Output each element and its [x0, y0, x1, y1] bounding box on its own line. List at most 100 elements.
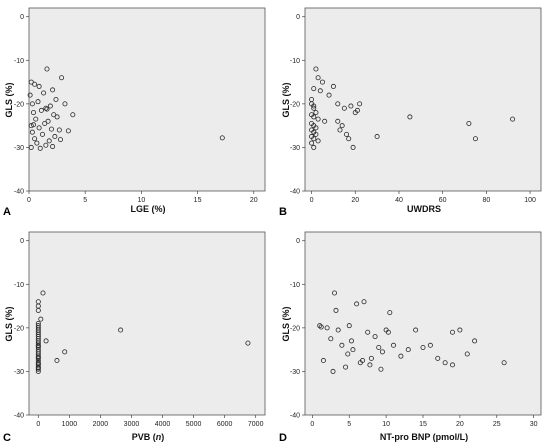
panel-a-data-point — [43, 142, 49, 148]
panel-b-letter: B — [279, 206, 287, 218]
panel-b-ylabel: GLS (%) — [281, 82, 291, 117]
panel-d-data-point — [350, 347, 356, 353]
panel-a-data-point — [45, 118, 51, 124]
panel-d-data-point — [354, 301, 360, 307]
panel-d-data-point — [501, 360, 507, 366]
panel-c-xtick-label: 3000 — [124, 421, 140, 428]
panel-b-data-point — [330, 83, 336, 89]
panel-d-ticks: 0 -10 -20 -30 -40 0 5 10 15 20 25 30 — [290, 238, 538, 428]
panel-a-data-point — [34, 140, 40, 146]
panel-a-data-point — [52, 134, 58, 140]
panel-c-ylabel: GLS (%) — [4, 306, 14, 341]
panel-a-data-point — [48, 126, 54, 132]
panel-d-xtick-label: 5 — [347, 421, 351, 428]
panel-b-data-point — [354, 107, 360, 113]
panel-a-data-point — [28, 79, 34, 85]
panel-a-ticks: 0-10-20-30-400 5 10 15 20 — [14, 14, 258, 204]
panel-c-data-point — [118, 327, 124, 333]
panel-d-xtick-label: 10 — [382, 421, 390, 428]
panel-c-xlabel-main: PVB ( — [132, 432, 156, 442]
panel-c-xtick-label: 0 — [36, 421, 40, 428]
panel-d-data-point — [413, 327, 419, 333]
panel-a-data-point — [29, 129, 35, 135]
panel-d-data-point — [379, 349, 385, 355]
panel-d-xtick-label: 0 — [310, 421, 314, 428]
panel-b-data-point — [346, 136, 352, 142]
panel-a-data-point — [70, 112, 76, 118]
panel-a-data-point — [53, 97, 59, 103]
panel-c-data-point — [62, 349, 68, 355]
panel-d-data-point — [330, 368, 336, 374]
panel-d-data-point — [376, 344, 382, 350]
panel-c-letter: C — [3, 432, 11, 444]
panel-a-data-point — [38, 107, 44, 113]
panel-d-xtick-label: 20 — [456, 421, 464, 428]
panel-d: 0 -10 -20 -30 -40 0 5 10 15 20 25 30 GLS (%) NT-pro… — [279, 231, 542, 444]
panel-d-xtick-label: 25 — [493, 421, 501, 428]
panel-b-data-point — [317, 88, 323, 94]
panel-a-xtick-label: 15 — [194, 197, 202, 204]
panel-a-data-point — [44, 106, 50, 112]
panel-b-xtick-label: 100 — [524, 197, 536, 204]
panel-c-data-point — [35, 365, 41, 371]
panel-d-data-point — [331, 290, 337, 296]
panel-a: 0-10-20-30-400 5 10 15 20 GLS (%) LGE (%) A — [3, 7, 266, 218]
panel-a-ytick-label: -20 — [14, 101, 24, 108]
panel-b-data-point — [374, 134, 380, 140]
panel-d-plot-area — [304, 231, 542, 416]
panel-d-ytick-label: -10 — [290, 282, 300, 289]
panel-b-xtick-label: 80 — [482, 197, 490, 204]
panel-d-data-point — [335, 327, 341, 333]
panel-d-ytick-label: -20 — [290, 325, 300, 332]
panel-a-ylabel: GLS (%) — [4, 82, 14, 117]
panel-c-ytick-label: -30 — [14, 369, 24, 376]
panel-b-points — [309, 66, 516, 150]
panel-b-data-point — [348, 103, 354, 109]
panel-c-ytick-label: -20 — [14, 325, 24, 332]
panel-a-data-point — [43, 105, 49, 111]
panel-d-data-point — [420, 344, 426, 350]
panel-c-xtick-label: 4000 — [155, 421, 171, 428]
panel-a-data-point — [44, 66, 50, 72]
panel-a-data-point — [51, 112, 57, 118]
panel-b-xtick-label: 20 — [351, 197, 359, 204]
panel-a-ytick-label: -30 — [14, 145, 24, 152]
panel-d-data-point — [317, 323, 323, 329]
panel-a-letter: A — [3, 206, 11, 218]
panel-a-ytick-label: -10 — [14, 58, 24, 65]
panel-d-data-point — [324, 325, 330, 331]
panel-c-data-point — [54, 358, 60, 364]
panel-c-data-point — [35, 307, 41, 313]
panel-c-xtick-label: 1000 — [62, 421, 78, 428]
panel-a-data-point — [42, 120, 48, 126]
panel-d-data-point — [390, 342, 396, 348]
panel-d-letter: D — [279, 432, 287, 444]
panel-c-xtick-label: 2000 — [93, 421, 109, 428]
panel-c-ticks: 0 -10 -20 -30 -40 0 1000 2000 3000 4000 5000 6000 70… — [14, 238, 264, 428]
panel-d-data-point — [405, 347, 411, 353]
panel-b-ticks: 0 -10 -20 -30 -40 0 20 40 60 80 100 — [290, 14, 536, 204]
panel-b-ytick-label: -20 — [290, 101, 300, 108]
panel-b-data-point — [311, 86, 317, 92]
panel-d-data-point — [378, 366, 384, 372]
panel-d-data-point — [427, 342, 433, 348]
panel-b-data-point — [311, 105, 317, 111]
panel-d-xtick-label: 30 — [530, 421, 538, 428]
panel-b-data-point — [313, 110, 319, 116]
panel-b-ytick-label: -30 — [290, 145, 300, 152]
panel-c-data-point — [35, 368, 41, 374]
panel-d-data-point — [435, 355, 441, 361]
panel-c: 0 -10 -20 -30 -40 0 1000 2000 3000 4000 5000 6000 70… — [3, 231, 266, 444]
panel-b-data-point — [344, 131, 350, 137]
panel-c-ytick-label: -10 — [14, 282, 24, 289]
panel-b-data-point — [309, 140, 315, 146]
panel-d-data-point — [333, 307, 339, 313]
panel-b-xtick-label: 60 — [439, 197, 447, 204]
panel-b-data-point — [337, 127, 343, 133]
panel-a-data-point — [50, 144, 56, 150]
panel-b-data-point — [466, 120, 472, 126]
panel-c-xtick-label: 7000 — [248, 421, 264, 428]
panel-b-data-point — [313, 131, 319, 137]
panel-a-data-point — [37, 145, 43, 151]
panel-a-data-point — [30, 122, 36, 128]
